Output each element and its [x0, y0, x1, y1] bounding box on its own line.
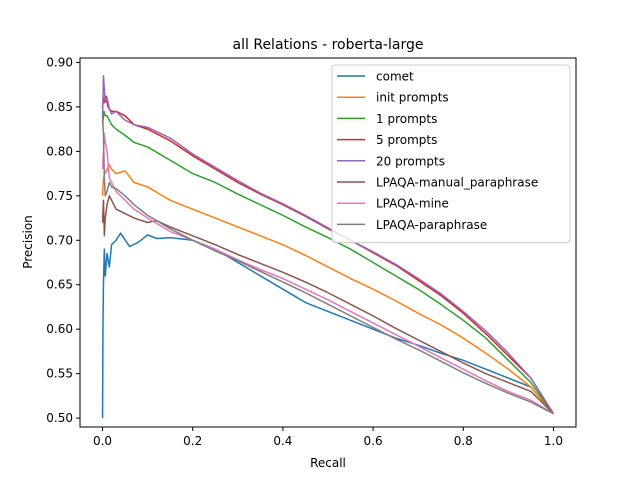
x-axis-label: Recall — [310, 456, 346, 470]
legend-label-3: 5 prompts — [376, 133, 437, 147]
series-line-6 — [101, 132, 554, 415]
y-tick-label: 0.90 — [46, 55, 73, 69]
y-tick-label: 0.75 — [46, 189, 73, 203]
y-tick-label: 0.60 — [46, 322, 73, 336]
legend-label-2: 1 prompts — [376, 112, 437, 126]
legend-label-0: comet — [376, 70, 414, 84]
y-axis-label: Precision — [21, 215, 35, 269]
legend-label-1: init prompts — [376, 91, 449, 105]
series-line-5 — [101, 195, 554, 415]
legend: comet init prompts 1 prompts 5 prompts 20 pr… — [331, 64, 571, 244]
legend-box — [331, 64, 571, 244]
chart-title: all Relations - roberta-large — [233, 37, 424, 53]
x-tick-label: 0.0 — [93, 434, 112, 448]
x-axis: 0.0 0.2 0.4 0.6 0.8 1.0 — [93, 427, 563, 448]
y-tick-label: 0.85 — [46, 100, 73, 114]
y-axis: 0.50 0.55 0.60 0.65 0.70 0.75 0.80 0.85 0.90 — [46, 55, 80, 425]
series-line-4 — [101, 75, 555, 415]
x-tick-label: 0.2 — [183, 434, 202, 448]
legend-label-4: 20 prompts — [376, 154, 445, 168]
plot-area — [101, 75, 555, 419]
series-line-2 — [101, 110, 555, 415]
y-tick-label: 0.80 — [46, 144, 73, 158]
series-line-1 — [101, 163, 555, 415]
x-tick-label: 0.8 — [454, 434, 473, 448]
axes-frame — [79, 57, 577, 428]
series-line-7 — [101, 115, 554, 415]
y-tick-label: 0.55 — [46, 367, 73, 381]
x-tick-label: 1.0 — [544, 434, 563, 448]
y-tick-label: 0.65 — [46, 278, 73, 292]
legend-label-5: LPAQA-manual_paraphrase — [376, 176, 538, 190]
legend-label-6: LPAQA-mine — [376, 197, 449, 211]
x-tick-label: 0.6 — [364, 434, 383, 448]
legend-label-7: LPAQA-paraphrase — [376, 218, 487, 232]
y-tick-label: 0.50 — [46, 411, 73, 425]
y-tick-label: 0.70 — [46, 233, 73, 247]
x-tick-label: 0.4 — [273, 434, 292, 448]
